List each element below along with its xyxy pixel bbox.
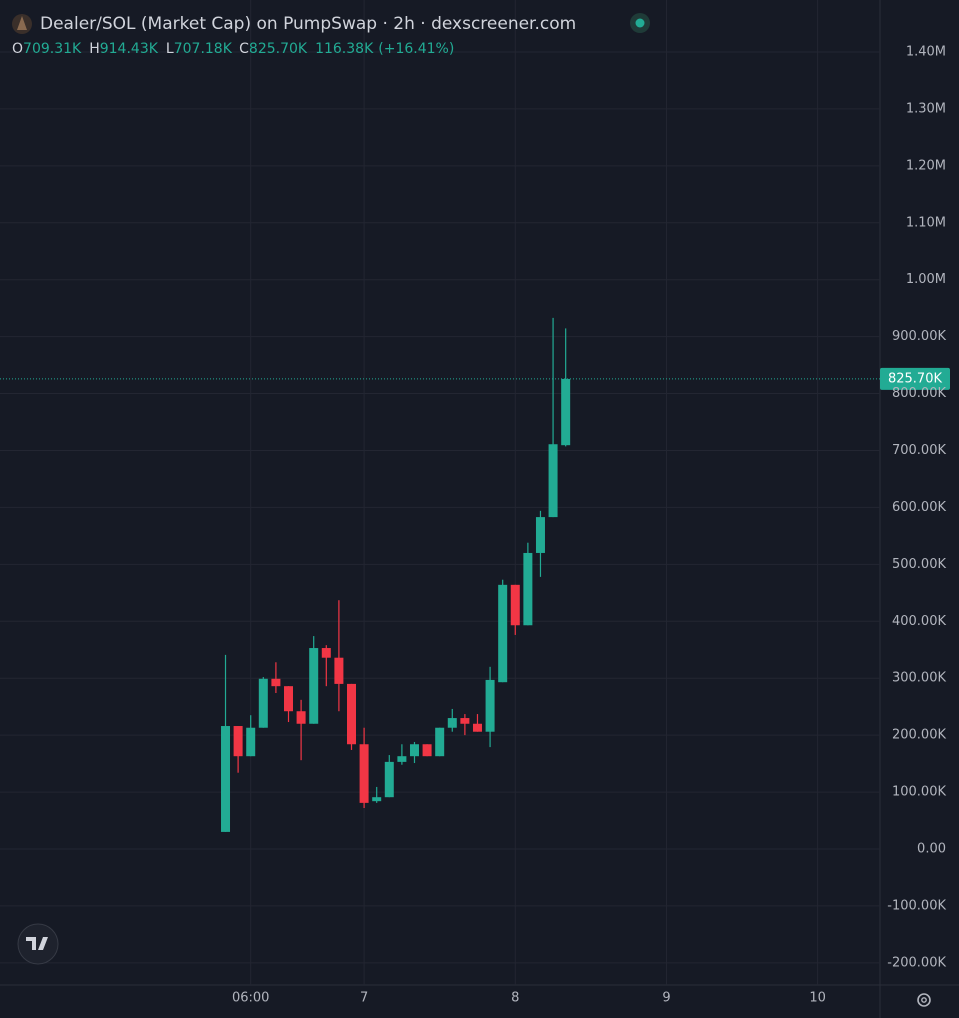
candle-body [221, 726, 231, 832]
token-icon-shape [17, 16, 27, 30]
y-tick-label: 400.00K [892, 614, 946, 629]
change-value: 116.38K [315, 41, 374, 57]
ohlc-key: O [12, 41, 23, 57]
candles [221, 317, 571, 832]
ohlc-value: 914.43K [100, 41, 159, 57]
x-tick-label: 06:00 [232, 991, 269, 1006]
chart-title: Dealer/SOL (Market Cap) on PumpSwap · 2h… [40, 14, 576, 34]
last-price-label: 825.70K [888, 371, 942, 386]
status-dot [635, 18, 645, 28]
candle-body [334, 657, 344, 684]
candle-body [271, 678, 281, 687]
y-tick-label: 1.30M [906, 101, 946, 116]
candle-body [409, 744, 419, 757]
candle-body [447, 718, 457, 728]
grid [0, 0, 880, 985]
y-tick-label: 1.40M [906, 44, 946, 59]
candle-body [397, 756, 407, 762]
ohlc-value: 709.31K [23, 41, 82, 57]
y-tick-label: 800.00K [892, 386, 946, 401]
y-tick-label: 600.00K [892, 500, 946, 515]
y-tick-label: 900.00K [892, 329, 946, 344]
settings-icon [917, 993, 931, 1007]
ohlc-key: C [239, 41, 249, 57]
candle-body [485, 679, 495, 732]
candle-body [548, 444, 558, 518]
candle-body [498, 584, 508, 683]
candle-body [535, 517, 545, 553]
last-price-tag [880, 367, 950, 390]
change-percent: (+16.41%) [378, 41, 454, 57]
settings-icon-center [921, 997, 927, 1003]
y-tick-label: -200.00K [887, 955, 946, 970]
x-tick-label: 7 [360, 991, 368, 1006]
candle-body [296, 711, 306, 724]
overlay: 825.70K [0, 367, 950, 390]
candle-body [321, 648, 331, 658]
candle-body [258, 678, 268, 728]
y-tick-label: 1.00M [906, 272, 946, 287]
x-tick-label: 8 [511, 991, 519, 1006]
tv-logo-mark [26, 937, 48, 950]
candle-body [346, 683, 356, 745]
candle-body [384, 761, 394, 798]
y-tick-label: 100.00K [892, 785, 946, 800]
candle-body [460, 718, 470, 724]
y-tick-label: 1.20M [906, 158, 946, 173]
candle-body [246, 727, 256, 757]
y-tick-label: 300.00K [892, 671, 946, 686]
candle-body [309, 648, 319, 724]
candle-body [435, 727, 445, 757]
tv-logo[interactable] [17, 923, 59, 965]
candle-body [472, 723, 482, 732]
x-tick-label: 10 [809, 991, 826, 1006]
candle-body [233, 726, 243, 757]
candle-body [372, 797, 382, 802]
settings-button[interactable] [917, 993, 931, 1007]
ohlc-legend: O709.31K H914.43K L707.18K C825.70K 116.38K(… [12, 41, 454, 57]
y-tick-label: 200.00K [892, 728, 946, 743]
candle-body [561, 378, 571, 446]
x-tick-label: 9 [662, 991, 670, 1006]
y-tick-label: -100.00K [887, 898, 946, 913]
candle-body [359, 744, 369, 803]
y-tick-label: 500.00K [892, 557, 946, 572]
ohlc-key: L [166, 41, 174, 57]
ohlc-key: H [89, 41, 100, 57]
ohlc-value: 707.18K [174, 41, 233, 57]
y-tick-label: 1.10M [906, 215, 946, 230]
y-tick-label: 700.00K [892, 443, 946, 458]
candle-body [422, 744, 432, 757]
ohlc-value: 825.70K [249, 41, 308, 57]
candle-body [510, 584, 520, 626]
candle-body [284, 686, 294, 712]
candle-body [523, 552, 533, 626]
y-tick-label: 0.00 [917, 841, 946, 856]
